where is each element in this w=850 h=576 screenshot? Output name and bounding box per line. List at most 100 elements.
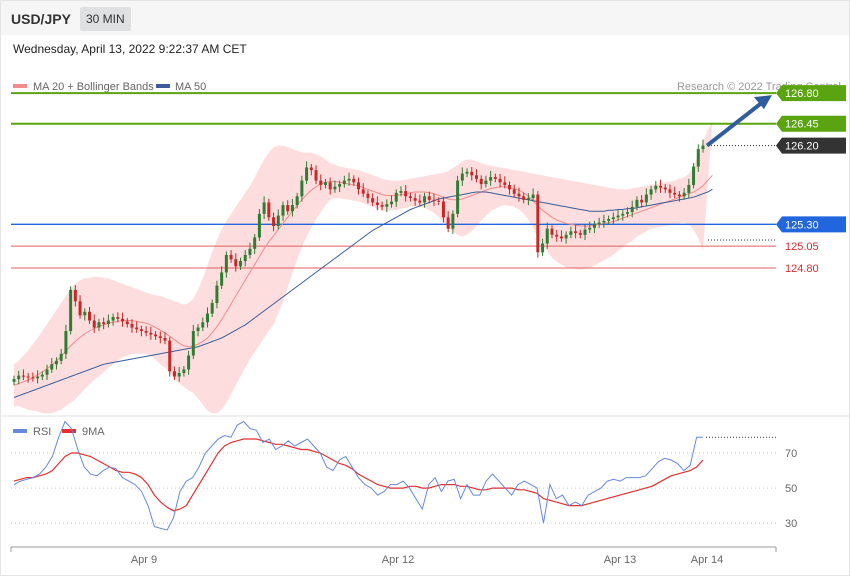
candle-body-98	[474, 175, 478, 179]
candle-body-15	[83, 311, 87, 316]
candle-body-126	[607, 219, 611, 221]
candle-body-128	[616, 215, 620, 218]
candle-body-67	[328, 182, 332, 190]
legend-label-ma50: MA 50	[175, 81, 206, 93]
candle-body-0	[12, 379, 16, 382]
candle-body-38	[191, 331, 195, 356]
candle-body-101	[489, 177, 493, 181]
candle-body-34	[172, 371, 176, 377]
ma50-line	[13, 188, 713, 398]
candle-body-135	[649, 189, 653, 195]
candle-body-133	[640, 199, 644, 203]
candle-body-100	[484, 180, 488, 185]
candle-body-76	[371, 198, 375, 203]
candle-body-90	[437, 200, 441, 202]
x-tick-3: Apr 14	[691, 554, 723, 566]
candle-body-141	[677, 194, 681, 197]
candle-body-107	[517, 193, 521, 197]
candle-body-12	[69, 289, 73, 332]
candle-body-118	[569, 231, 573, 235]
candle-body-16	[88, 311, 92, 321]
candle-body-26	[135, 327, 139, 330]
candle-body-82	[399, 191, 403, 193]
candle-body-123	[592, 224, 596, 228]
candle-body-87	[423, 196, 427, 203]
timeframe-badge[interactable]: 30 MIN	[80, 7, 131, 31]
candle-body-54	[267, 202, 271, 218]
candle-body-7	[45, 369, 49, 375]
candle-body-97	[470, 171, 474, 176]
candle-body-22	[116, 317, 120, 319]
candle-body-9	[54, 360, 58, 365]
candle-body-17	[92, 320, 96, 328]
candle-body-95	[460, 173, 464, 181]
candle-body-79	[385, 204, 389, 207]
candle-body-19	[102, 322, 106, 325]
candle-body-24	[125, 321, 129, 325]
candle-body-69	[338, 184, 342, 187]
candle-body-52	[257, 213, 261, 238]
candle-body-62	[305, 167, 309, 181]
legend-swatch-ma50	[156, 84, 170, 88]
candle-body-50	[248, 248, 252, 255]
candle-body-117	[564, 234, 568, 239]
candle-body-108	[522, 196, 526, 200]
candle-body-40	[201, 322, 205, 328]
candle-body-14	[78, 301, 82, 316]
candle-body-72	[352, 178, 356, 183]
candle-body-132	[635, 199, 639, 207]
candle-body-144	[692, 166, 696, 185]
level-tag-3	[776, 216, 846, 233]
candle-body-25	[130, 324, 134, 328]
legend-swatch-rsi-ma	[62, 429, 76, 433]
candle-body-102	[493, 177, 497, 179]
candle-body-23	[121, 318, 125, 322]
candle-body-94	[456, 180, 460, 214]
symbol-label: USD/JPY	[11, 11, 71, 27]
candle-body-73	[357, 182, 360, 190]
candle-body-92	[446, 217, 450, 229]
candle-body-5	[36, 376, 40, 379]
level-tag-0	[776, 85, 846, 102]
candle-body-70	[342, 180, 346, 185]
candle-body-105	[508, 184, 512, 190]
candle-body-4	[31, 377, 35, 379]
candle-body-10	[59, 353, 63, 361]
candle-body-65	[319, 180, 323, 185]
candle-body-1	[17, 375, 21, 380]
candle-body-29	[149, 332, 153, 335]
forecast-arrow-head	[754, 95, 772, 110]
level-label-5: 124.80	[785, 263, 819, 275]
candle-body-81	[394, 192, 398, 202]
candle-body-18	[97, 322, 101, 328]
candle-body-75	[366, 193, 370, 199]
candle-body-130	[625, 212, 629, 214]
candle-body-48	[239, 261, 243, 267]
rsi-ma-line	[13, 438, 704, 512]
candle-body-121	[583, 229, 587, 235]
candle-body-20	[106, 320, 110, 325]
candle-body-8	[50, 364, 54, 370]
candle-body-39	[196, 327, 200, 332]
candle-body-86	[418, 200, 422, 203]
candle-body-68	[333, 186, 337, 190]
level-tag-2	[776, 137, 846, 154]
candle-body-21	[111, 317, 115, 321]
candle-body-122	[588, 227, 592, 230]
candle-body-139	[668, 189, 672, 193]
candle-body-78	[380, 205, 384, 207]
candle-body-57	[281, 205, 285, 216]
timestamp: Wednesday, April 13, 2022 9:22:37 AM CET	[13, 42, 247, 56]
candle-body-89	[432, 199, 436, 201]
candle-body-45	[224, 254, 228, 273]
candle-body-13	[73, 289, 77, 302]
rsi-line	[13, 420, 703, 531]
candle-body-111	[536, 194, 540, 253]
candle-body-32	[163, 338, 167, 341]
candle-body-2	[21, 375, 25, 377]
candle-body-134	[644, 194, 648, 203]
candle-body-35	[177, 373, 181, 377]
level-label-3: 125.30	[785, 219, 819, 231]
candle-body-51	[253, 237, 257, 249]
